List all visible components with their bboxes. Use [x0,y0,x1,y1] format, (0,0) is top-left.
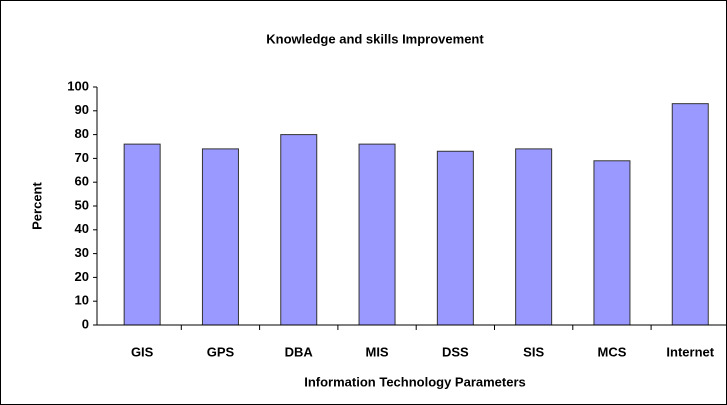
bar [280,134,318,326]
bar [436,150,474,326]
y-tick-label: 100 [67,78,89,93]
y-tick-label: 60 [75,174,89,189]
x-tick-label: SIS [523,344,544,359]
y-tick-label: 80 [75,126,89,141]
y-tick-label: 90 [75,102,89,117]
bar [593,160,631,326]
x-tick-label: MIS [365,344,388,359]
x-axis-label: Information Technology Parameters [304,374,526,389]
y-tick-label: 30 [75,245,89,260]
y-tick-label: 10 [75,293,89,308]
x-tick-label: Internet [666,344,714,359]
y-tick-label: 20 [75,269,89,284]
bar [201,148,239,326]
bar [515,148,553,326]
y-tick-label: 0 [82,316,89,331]
bar [358,143,396,326]
y-tick-label: 50 [75,197,89,212]
x-tick-label: GIS [131,344,154,359]
bar [671,103,709,326]
chart-title: Knowledge and skills Improvement [266,31,484,46]
y-axis-label: Percent [29,181,44,229]
x-tick-label: GPS [207,344,235,359]
x-tick-label: MCS [598,344,627,359]
y-tick-label: 40 [75,221,89,236]
bar [123,143,161,326]
y-tick-label: 70 [75,150,89,165]
x-tick-label: DBA [285,344,314,359]
x-tick-label: DSS [442,344,469,359]
